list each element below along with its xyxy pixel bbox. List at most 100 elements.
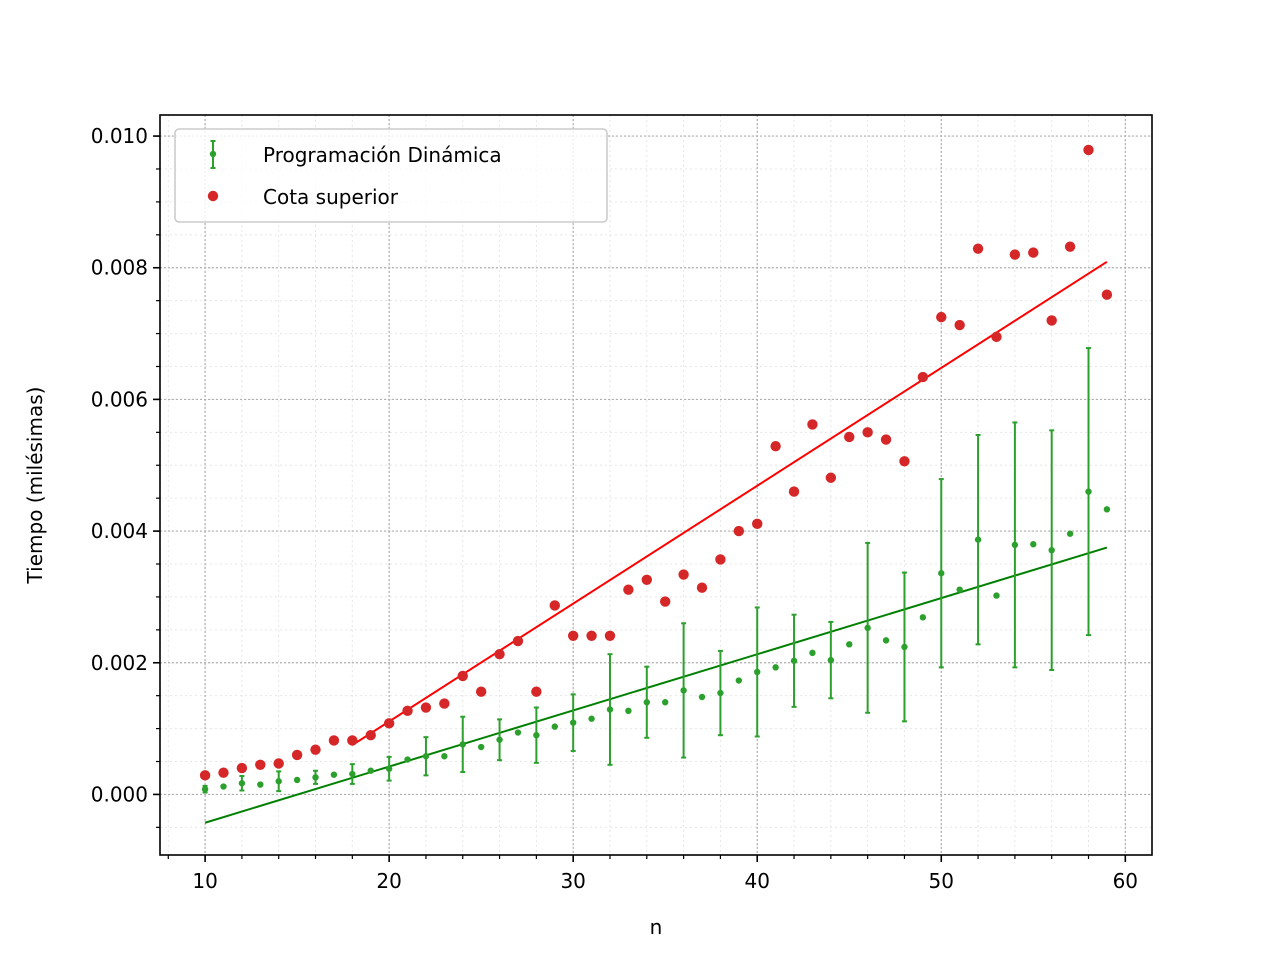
data-point [1064,241,1076,252]
data-point [936,311,947,323]
data-point [882,637,890,644]
data-point [588,715,595,722]
data-point [238,780,246,787]
y-tick-label: 0.000 [91,782,148,806]
data-point [257,781,264,788]
data-point [844,431,855,443]
data-point [475,686,487,697]
data-point [273,758,284,769]
data-point [938,570,945,577]
legend: Programación Dinámica Cota superior [174,128,608,223]
data-point [790,657,798,664]
legend-dot [207,190,219,202]
y-tick-label: 0.010 [91,124,148,148]
data-point [715,554,726,565]
y-tick-label: 0.008 [91,256,148,280]
data-point [991,331,1002,343]
data-point [199,770,211,781]
data-point [365,729,376,741]
axis-ticks: 10 20 30 40 50 60 0.000 0.002 0.004 0.006 0.008 0.0… [91,124,1138,893]
data-point [899,456,910,467]
data-points [199,144,1113,794]
data-point [275,778,282,785]
data-point [383,718,395,729]
x-tick-label: 50 [929,869,954,893]
legend-label-programacion-dinamica: Programación Dinámica [263,143,502,167]
data-point [717,689,724,697]
data-point [993,592,1000,599]
data-point [255,759,266,771]
data-point [293,776,301,784]
data-point [623,584,634,595]
data-point [1009,249,1021,260]
data-point [402,705,413,717]
data-point [917,371,929,383]
data-point [494,648,505,660]
data-point [496,736,503,743]
y-tick-label: 0.002 [91,651,148,675]
data-point [567,630,579,641]
data-point [330,771,338,778]
data-point [514,729,522,736]
data-point [698,693,706,701]
data-point [422,753,430,760]
data-point [1085,488,1092,495]
series-1 [199,144,1113,781]
data-point [733,525,745,537]
data-point [680,687,687,694]
data-point [1103,506,1111,513]
data-point [220,783,227,790]
x-tick-label: 60 [1113,869,1138,893]
x-tick-label: 10 [192,869,217,893]
data-point [641,574,652,586]
data-point [788,486,800,497]
data-point [809,649,816,657]
x-tick-label: 20 [376,869,401,893]
data-point [1011,541,1019,549]
data-point [310,744,321,755]
data-point [459,741,466,748]
data-point [512,635,524,647]
data-point [735,677,743,684]
data-point [439,698,450,709]
data-point [1048,546,1055,554]
data-point [606,706,614,713]
legend-label-cota-superior: Cota superior [263,185,399,209]
data-point [662,699,669,706]
data-point [696,582,708,593]
data-point [420,702,432,713]
data-point [569,719,577,726]
data-point [772,664,779,671]
data-point [954,319,965,331]
data-point [477,743,485,751]
data-point [919,614,927,621]
data-point [201,785,209,793]
data-point [218,767,229,778]
data-point [533,731,540,739]
data-point [678,569,689,580]
data-point [385,765,393,772]
data-point [901,643,908,651]
data-point [349,770,356,778]
fit-line-1 [351,260,1108,746]
data-point [236,762,248,774]
x-tick-label: 30 [560,869,585,893]
x-axis-label: n [650,915,663,939]
grid [160,115,1152,855]
legend-dot [209,150,217,158]
data-point [660,596,671,607]
fit-line-0 [204,546,1108,824]
data-point [1030,541,1037,548]
legend-marker-cota-superior [207,190,219,202]
data-point [625,707,632,715]
data-point [956,586,963,593]
data-point [1066,530,1074,537]
data-point [827,656,835,664]
data-point [1083,144,1094,156]
data-point [551,723,558,730]
data-point [770,440,781,452]
data-point [972,243,984,254]
data-point [367,767,374,774]
data-point [825,472,837,483]
data-point [586,630,597,641]
